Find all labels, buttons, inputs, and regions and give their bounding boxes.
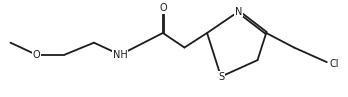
Text: O: O — [33, 50, 40, 60]
Text: Cl: Cl — [330, 58, 339, 69]
Text: O: O — [159, 3, 167, 13]
Text: N: N — [235, 7, 242, 17]
Text: S: S — [218, 72, 224, 82]
Text: NH: NH — [113, 50, 127, 60]
